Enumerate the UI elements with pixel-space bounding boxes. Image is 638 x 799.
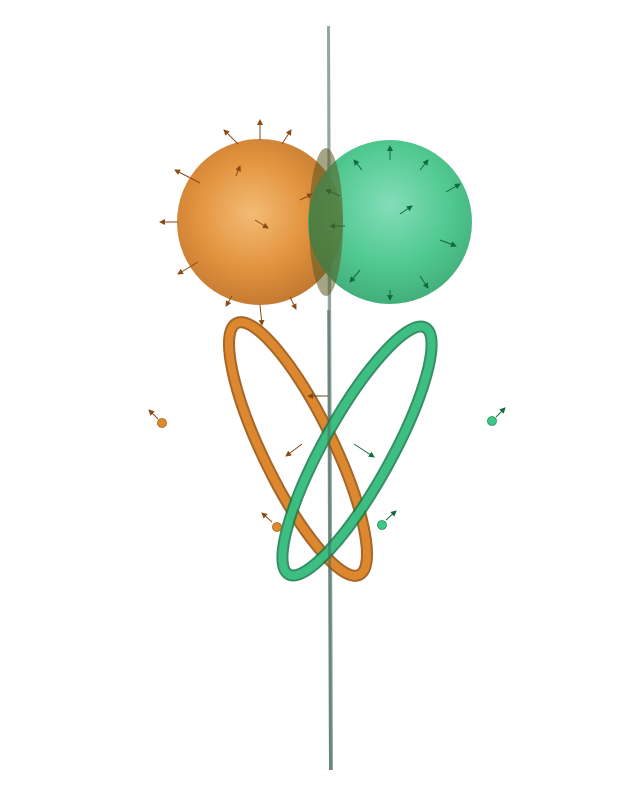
orange-sphere [159,119,343,326]
mirror-plane-front [327,310,332,770]
orange-point-left [148,409,167,428]
orange-sphere-arrows [159,119,313,326]
orange-ring [223,316,373,582]
center-arrows [285,393,375,458]
orange-point-bottom [261,512,282,532]
green-point-bottom [377,510,397,530]
green-ring [276,320,438,582]
sphere-overlap-shade [309,148,343,296]
green-point-right [487,407,506,426]
